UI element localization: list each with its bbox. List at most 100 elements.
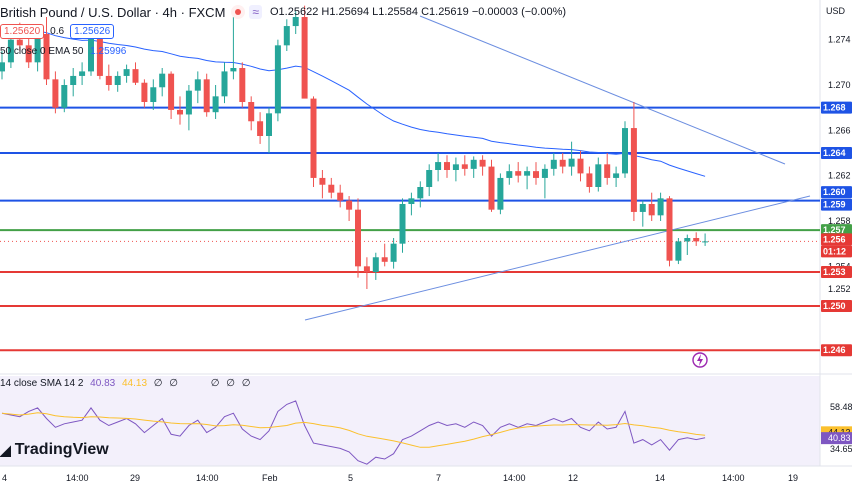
candle[interactable] xyxy=(684,234,691,255)
candle[interactable] xyxy=(604,153,611,185)
candle[interactable] xyxy=(301,5,308,99)
candle[interactable] xyxy=(381,243,388,267)
buy-button[interactable]: 1.25626 xyxy=(70,24,115,39)
candle[interactable] xyxy=(568,141,575,176)
candle[interactable] xyxy=(141,79,148,108)
candle[interactable] xyxy=(533,162,539,185)
candle[interactable] xyxy=(168,71,175,119)
candle[interactable] xyxy=(702,233,709,246)
price-tick: 1.258 xyxy=(828,216,851,226)
candle[interactable] xyxy=(283,19,290,51)
candle[interactable] xyxy=(470,156,477,178)
candle[interactable] xyxy=(257,112,264,144)
candle[interactable] xyxy=(408,192,415,216)
candle[interactable] xyxy=(515,162,522,183)
rsi-line[interactable] xyxy=(1,400,706,465)
rsi-legend[interactable]: 14 close SMA 14 2 40.83 44.13 ∅ ∅ ∅ ∅ ∅ xyxy=(0,378,251,389)
price-tick: 1.266 xyxy=(828,125,851,135)
candle[interactable] xyxy=(666,196,673,267)
candle[interactable] xyxy=(266,107,272,153)
symbol-title[interactable]: British Pound / U.S. Dollar · 4h · FXCM xyxy=(0,4,226,20)
candle[interactable] xyxy=(435,153,442,182)
candle[interactable] xyxy=(452,157,459,182)
candle[interactable] xyxy=(150,79,157,110)
candle[interactable] xyxy=(0,51,5,80)
candle[interactable] xyxy=(132,62,139,85)
candle[interactable] xyxy=(524,166,531,190)
lower-trendline[interactable] xyxy=(304,195,811,321)
candle[interactable] xyxy=(390,238,397,269)
candle[interactable] xyxy=(105,64,112,91)
candle[interactable] xyxy=(355,198,361,278)
candle[interactable] xyxy=(25,37,32,68)
candle[interactable] xyxy=(43,17,50,85)
candle[interactable] xyxy=(550,153,557,176)
candle[interactable] xyxy=(159,68,166,97)
indicator-waves-icon[interactable]: ≈ xyxy=(249,5,262,19)
rsi-empty-2: ∅ xyxy=(169,378,179,389)
candle[interactable] xyxy=(461,155,468,176)
candle[interactable] xyxy=(639,200,646,227)
price-tick: 1.274 xyxy=(828,35,851,45)
candle[interactable] xyxy=(221,62,228,104)
candle[interactable] xyxy=(541,164,548,199)
ema-50-line[interactable] xyxy=(1,27,706,177)
candle[interactable] xyxy=(52,71,59,114)
candle[interactable] xyxy=(693,232,700,246)
candle[interactable] xyxy=(488,159,495,212)
ema-value: 1.25996 xyxy=(90,46,127,57)
candle[interactable] xyxy=(577,150,584,182)
candle[interactable] xyxy=(559,153,566,174)
candle[interactable] xyxy=(319,170,326,199)
candle[interactable] xyxy=(657,192,664,221)
tradingview-logo[interactable]: ◢ TradingView xyxy=(0,441,109,459)
candle[interactable] xyxy=(114,71,121,92)
candle[interactable] xyxy=(622,121,628,178)
candle[interactable] xyxy=(337,184,344,208)
lightning-icon[interactable] xyxy=(692,352,708,368)
candle[interactable] xyxy=(61,79,68,113)
candle[interactable] xyxy=(292,11,299,34)
candle[interactable] xyxy=(595,157,602,192)
candle[interactable] xyxy=(675,238,682,265)
candle[interactable] xyxy=(417,181,424,208)
candle[interactable] xyxy=(203,73,210,117)
sell-button[interactable]: 1.25620 xyxy=(0,24,45,39)
candle[interactable] xyxy=(426,164,433,197)
candle[interactable] xyxy=(79,62,86,85)
candle[interactable] xyxy=(274,39,281,122)
market-status-icon xyxy=(231,5,246,19)
candle[interactable] xyxy=(363,257,370,289)
time-tick: 7 xyxy=(436,473,441,483)
candle[interactable] xyxy=(328,177,335,199)
candle[interactable] xyxy=(310,96,317,187)
candle[interactable] xyxy=(613,166,620,187)
candle[interactable] xyxy=(185,85,192,131)
candle[interactable] xyxy=(372,252,379,280)
upper-trendline[interactable] xyxy=(419,15,786,165)
candle[interactable] xyxy=(177,96,183,125)
candle[interactable] xyxy=(212,85,219,119)
ohlc-values: O1.25622 H1.25694 L1.25584 C1.25619 −0.0… xyxy=(270,6,567,18)
candle[interactable] xyxy=(630,102,637,221)
candle[interactable] xyxy=(194,71,201,104)
trade-buttons: 1.25620 0.6 1.25626 xyxy=(0,24,115,39)
candle[interactable] xyxy=(399,198,406,253)
candle[interactable] xyxy=(123,64,130,83)
candle[interactable] xyxy=(248,96,255,131)
candle[interactable] xyxy=(648,192,655,221)
candle[interactable] xyxy=(444,155,450,178)
ema-legend[interactable]: 50 close 0 EMA 50 1.25996 xyxy=(0,46,126,57)
candle[interactable] xyxy=(230,17,237,80)
candle[interactable] xyxy=(239,62,246,108)
candle[interactable] xyxy=(497,173,504,215)
rsi-sma-line[interactable] xyxy=(1,412,706,448)
candle[interactable] xyxy=(70,68,77,97)
candle[interactable] xyxy=(506,164,513,185)
candle[interactable] xyxy=(479,155,486,176)
candle[interactable] xyxy=(346,196,353,221)
time-tick: 4 xyxy=(2,473,7,483)
candle[interactable] xyxy=(7,34,14,68)
candle[interactable] xyxy=(586,166,593,193)
